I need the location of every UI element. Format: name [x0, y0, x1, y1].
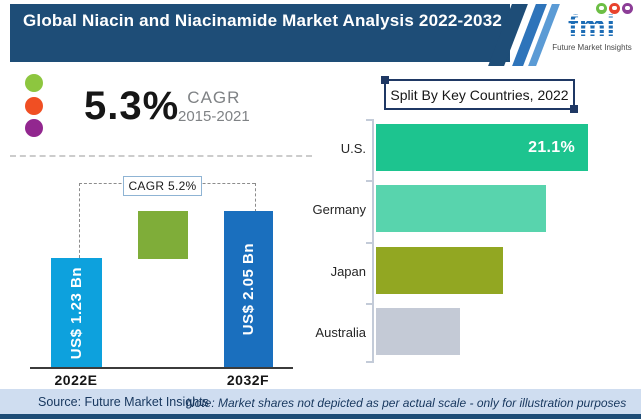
country-label-us: U.S.	[340, 141, 366, 156]
logo-wordmark: fmi	[549, 12, 635, 42]
corner-accent	[570, 105, 578, 113]
country-bar-us: 21.1%	[376, 124, 588, 171]
section-divider	[10, 155, 312, 157]
speech-bubble-icon	[596, 3, 607, 14]
cagr-connector-right	[255, 183, 256, 212]
axis-tick	[366, 303, 372, 305]
footer-source: Source: Future Market Insights	[38, 395, 209, 409]
cagr-period: 2015-2021	[178, 108, 250, 125]
country-label-germany: Germany	[312, 202, 366, 217]
country-bar-germany	[376, 185, 546, 232]
axis-label-2032f: 2032F	[226, 372, 270, 388]
country-label-australia: Australia	[315, 325, 366, 340]
axis-label-2022e: 2022E	[54, 372, 98, 388]
bar-2022e: US$ 1.23 Bn	[51, 258, 102, 368]
corner-accent	[381, 76, 389, 84]
cagr-label: CAGR	[187, 88, 241, 107]
footer-band	[0, 389, 641, 414]
country-bar-japan	[376, 247, 503, 294]
country-chart-title: Split By Key Countries, 2022	[381, 76, 578, 113]
historic-cagr-caption: CAGR 2015-2021	[178, 88, 250, 125]
forecast-cagr-box: CAGR 5.2%	[123, 176, 202, 196]
bar-2032f-value: US$ 2.05 Bn	[240, 242, 257, 336]
accent-square	[138, 211, 188, 259]
historic-cagr-value: 5.3%	[84, 84, 180, 128]
footer-note: Note: Market shares not depicted as per …	[186, 396, 627, 410]
bar-2032f: US$ 2.05 Bn	[224, 211, 273, 367]
fmi-logo: fmi Future Market Insights	[549, 2, 635, 62]
bullet-dot-green	[25, 74, 43, 92]
axis-tick	[366, 361, 372, 363]
country-bar-australia	[376, 308, 460, 355]
location-person-icon	[622, 3, 633, 14]
x-axis-line	[30, 367, 293, 369]
axis-tick	[366, 119, 372, 121]
axis-tick	[366, 180, 372, 182]
person-icon	[609, 3, 620, 14]
country-bar-us-value: 21.1%	[528, 138, 575, 156]
bullet-dot-purple	[25, 119, 43, 137]
country-chart-title-text: Split By Key Countries, 2022	[390, 86, 569, 103]
axis-tick	[366, 242, 372, 244]
country-label-japan: Japan	[330, 264, 366, 279]
bottom-strip	[0, 414, 641, 419]
bullet-dot-orange	[25, 97, 43, 115]
logo-tagline: Future Market Insights	[552, 43, 632, 52]
cagr-connector-left	[79, 183, 80, 258]
y-axis-line	[372, 119, 374, 363]
logo-badge-row	[596, 3, 633, 14]
bar-2022e-value: US$ 1.23 Bn	[68, 266, 85, 360]
page-title: Global Niacin and Niacinamide Market Ana…	[23, 11, 503, 30]
header-banner: Global Niacin and Niacinamide Market Ana…	[10, 4, 510, 62]
